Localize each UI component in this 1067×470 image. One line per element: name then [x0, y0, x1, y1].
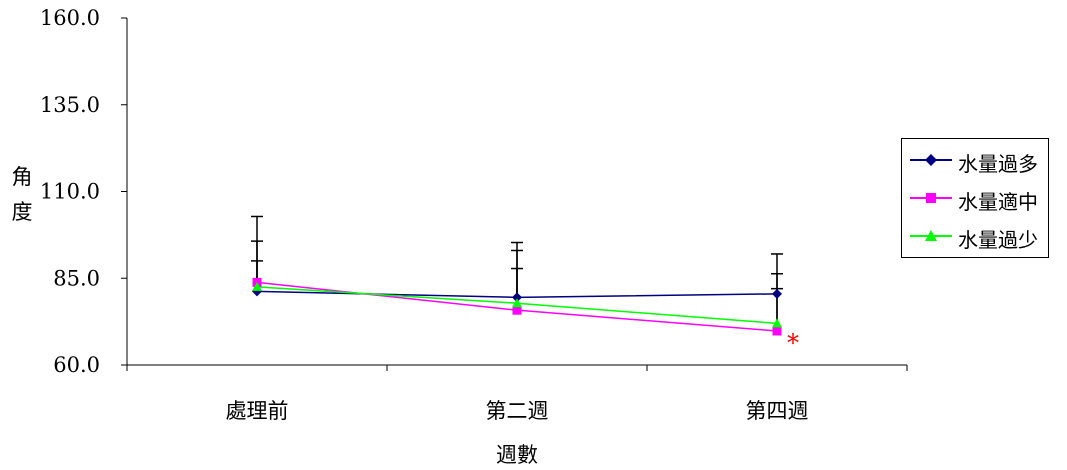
- triangle-marker-icon: [910, 230, 952, 241]
- y-axis-label-char-1: 角: [12, 165, 33, 189]
- x-tick-label: 處理前: [226, 399, 289, 423]
- data-point-triangle: [772, 318, 782, 328]
- legend: 水量過多 水量適中 水量過少: [901, 138, 1049, 258]
- series-markers: [252, 277, 782, 336]
- data-point-diamond: [772, 288, 782, 299]
- y-tick-label: 110.0: [40, 180, 100, 204]
- x-tick-label: 第二週: [486, 399, 549, 423]
- data-point-triangle: [512, 298, 522, 308]
- legend-label: 水量適中: [958, 190, 1038, 214]
- axes: [121, 17, 908, 371]
- data-point-square: [512, 305, 522, 315]
- legend-item-1: 水量過多: [902, 142, 1048, 178]
- y-tick-label: 135.0: [40, 93, 100, 117]
- legend-label: 水量過多: [958, 152, 1038, 176]
- error-bars: [251, 215, 783, 331]
- y-tick-label: 85.0: [53, 266, 100, 290]
- y-tick-labels: 160.0 135.0 110.0 85.0 60.0: [40, 6, 100, 377]
- y-tick-label: 160.0: [40, 6, 100, 30]
- data-point-triangle: [252, 281, 262, 291]
- significance-asterisk: *: [787, 329, 799, 357]
- diamond-marker-icon: [910, 154, 952, 166]
- legend-item-3: 水量過少: [902, 218, 1048, 254]
- x-axis-label: 週數: [496, 443, 538, 467]
- y-tick-label: 60.0: [53, 353, 100, 377]
- data-point-diamond: [512, 292, 522, 303]
- square-marker-icon: [910, 193, 952, 203]
- x-tick-label: 第四週: [746, 399, 809, 423]
- data-point-square: [772, 326, 782, 336]
- legend-label: 水量過少: [958, 228, 1038, 252]
- y-axis-label-char-2: 度: [12, 200, 33, 224]
- legend-item-2: 水量適中: [902, 180, 1048, 216]
- x-tick-labels: 處理前 第二週 第四週: [226, 399, 809, 423]
